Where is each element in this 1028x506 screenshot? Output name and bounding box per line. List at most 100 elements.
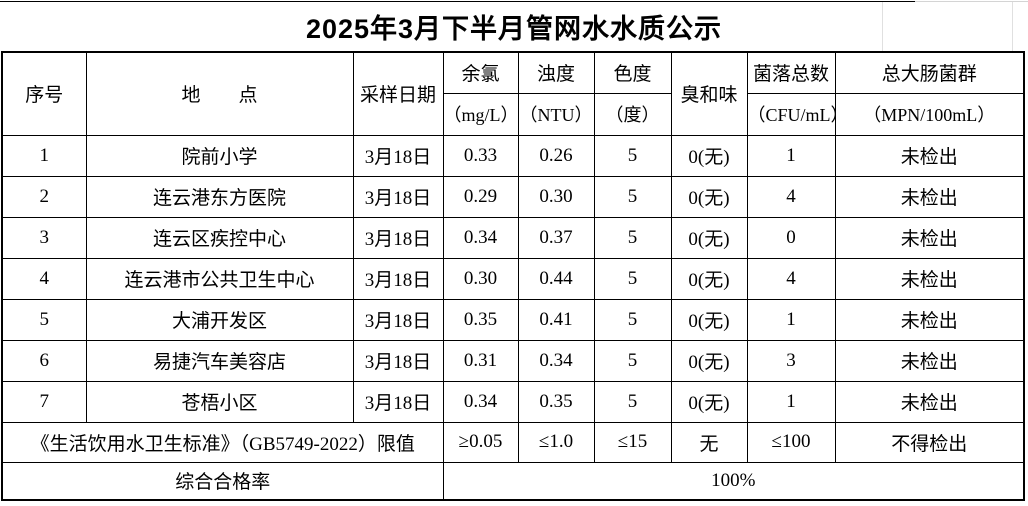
location-cell: 院前小学 (85, 134, 354, 177)
turbidity-cell: 0.34 (517, 339, 595, 382)
gridline-artifact (1012, 2, 1013, 52)
bacteria-cell: 4 (746, 257, 836, 300)
color-cell: 5 (593, 298, 672, 341)
coliform-cell: 未检出 (834, 175, 1025, 218)
row-number-cell: 2 (1, 175, 87, 218)
table-header: 序号 地 点 采样日期 余氯 浊度 色度 臭和味 菌落总数 总大肠菌群 （mg/… (1, 51, 1025, 136)
col-header-bacteria: 菌落总数 (746, 51, 836, 94)
sample-date-cell: 3月18日 (352, 175, 444, 218)
row-number-cell: 1 (1, 134, 87, 177)
odor-cell: 0(无) (670, 339, 748, 382)
col-unit-chlorine: （mg/L） (442, 92, 519, 136)
turbidity-cell: 0.26 (517, 134, 595, 177)
water-quality-table: 序号 地 点 采样日期 余氯 浊度 色度 臭和味 菌落总数 总大肠菌群 （mg/… (1, 51, 1025, 501)
bacteria-cell: 4 (746, 175, 836, 218)
location-cell: 连云港东方医院 (85, 175, 354, 218)
summary-label-cell: 综合合格率 (1, 461, 444, 501)
title-top-border (0, 1, 915, 2)
limit-color-cell: ≤15 (593, 421, 672, 463)
odor-cell: 0(无) (670, 380, 748, 423)
limit-odor-cell: 无 (670, 421, 748, 463)
chlorine-cell: 0.33 (442, 134, 519, 177)
page-title: 2025年3月下半月管网水水质公示 (305, 13, 723, 44)
chlorine-cell: 0.29 (442, 175, 519, 218)
color-cell: 5 (593, 257, 672, 300)
limit-bacteria-cell: ≤100 (746, 421, 836, 463)
bacteria-cell: 3 (746, 339, 836, 382)
coliform-cell: 未检出 (834, 339, 1025, 382)
gridline-artifact (882, 2, 883, 52)
limit-row: 《生活饮用水卫生标准》（GB5749-2022）限值 ≥0.05 ≤1.0 ≤1… (1, 421, 1025, 463)
summary-value-cell: 100% (442, 461, 1025, 501)
turbidity-cell: 0.35 (517, 380, 595, 423)
col-header-coliform: 总大肠菌群 (834, 51, 1025, 94)
odor-cell: 0(无) (670, 257, 748, 300)
col-unit-bacteria: （CFU/mL） (746, 92, 836, 136)
location-cell: 大浦开发区 (85, 298, 354, 341)
table-row: 5 大浦开发区 3月18日 0.35 0.41 5 0(无) 1 未检出 (1, 298, 1025, 341)
turbidity-cell: 0.41 (517, 298, 595, 341)
col-unit-color: （度） (593, 92, 672, 136)
col-header-odor: 臭和味 (670, 51, 748, 136)
table-row: 7 苍梧小区 3月18日 0.34 0.35 5 0(无) 1 未检出 (1, 380, 1025, 423)
coliform-cell: 未检出 (834, 134, 1025, 177)
summary-row: 综合合格率 100% (1, 461, 1025, 501)
col-header-location: 地 点 (85, 51, 354, 136)
odor-cell: 0(无) (670, 298, 748, 341)
limit-label-cell: 《生活饮用水卫生标准》（GB5749-2022）限值 (1, 421, 444, 463)
bacteria-cell: 1 (746, 134, 836, 177)
turbidity-cell: 0.44 (517, 257, 595, 300)
chlorine-cell: 0.31 (442, 339, 519, 382)
row-number-cell: 3 (1, 216, 87, 259)
table-row: 4 连云港市公共卫生中心 3月18日 0.30 0.44 5 0(无) 4 未检出 (1, 257, 1025, 300)
bacteria-cell: 1 (746, 298, 836, 341)
chlorine-cell: 0.34 (442, 380, 519, 423)
col-header-chlorine: 余氯 (442, 51, 519, 94)
sample-date-cell: 3月18日 (352, 257, 444, 300)
col-unit-turbidity: （NTU） (517, 92, 595, 136)
sample-date-cell: 3月18日 (352, 339, 444, 382)
turbidity-cell: 0.30 (517, 175, 595, 218)
chlorine-cell: 0.30 (442, 257, 519, 300)
coliform-cell: 未检出 (834, 380, 1025, 423)
turbidity-cell: 0.37 (517, 216, 595, 259)
bacteria-cell: 1 (746, 380, 836, 423)
chlorine-cell: 0.35 (442, 298, 519, 341)
sample-date-cell: 3月18日 (352, 134, 444, 177)
col-header-turbidity: 浊度 (517, 51, 595, 94)
odor-cell: 0(无) (670, 134, 748, 177)
title-bar: 2025年3月下半月管网水水质公示 (0, 1, 1028, 52)
col-header-sample-date: 采样日期 (352, 51, 444, 136)
col-unit-coliform: （MPN/100mL） (834, 92, 1025, 136)
row-number-cell: 4 (1, 257, 87, 300)
col-header-serial: 序号 (1, 51, 87, 136)
table-row: 2 连云港东方医院 3月18日 0.29 0.30 5 0(无) 4 未检出 (1, 175, 1025, 218)
row-number-cell: 5 (1, 298, 87, 341)
sample-date-cell: 3月18日 (352, 216, 444, 259)
table-row: 3 连云区疾控中心 3月18日 0.34 0.37 5 0(无) 0 未检出 (1, 216, 1025, 259)
row-number-cell: 7 (1, 380, 87, 423)
coliform-cell: 未检出 (834, 298, 1025, 341)
col-header-color: 色度 (593, 51, 672, 94)
table-body: 1 院前小学 3月18日 0.33 0.26 5 0(无) 1 未检出 2 连云港东方医院 3月18日… (1, 134, 1025, 423)
limit-turbidity-cell: ≤1.0 (517, 421, 595, 463)
location-cell: 易捷汽车美容店 (85, 339, 354, 382)
table-row: 1 院前小学 3月18日 0.33 0.26 5 0(无) 1 未检出 (1, 134, 1025, 177)
row-number-cell: 6 (1, 339, 87, 382)
color-cell: 5 (593, 380, 672, 423)
table-row: 6 易捷汽车美容店 3月18日 0.31 0.34 5 0(无) 3 未检出 (1, 339, 1025, 382)
color-cell: 5 (593, 175, 672, 218)
chlorine-cell: 0.34 (442, 216, 519, 259)
color-cell: 5 (593, 216, 672, 259)
location-cell: 连云区疾控中心 (85, 216, 354, 259)
title-top-gridline (915, 1, 1028, 2)
bacteria-cell: 0 (746, 216, 836, 259)
table-footer: 《生活饮用水卫生标准》（GB5749-2022）限值 ≥0.05 ≤1.0 ≤1… (1, 421, 1025, 501)
sample-date-cell: 3月18日 (352, 298, 444, 341)
location-cell: 苍梧小区 (85, 380, 354, 423)
location-cell: 连云港市公共卫生中心 (85, 257, 354, 300)
coliform-cell: 未检出 (834, 216, 1025, 259)
color-cell: 5 (593, 339, 672, 382)
coliform-cell: 未检出 (834, 257, 1025, 300)
